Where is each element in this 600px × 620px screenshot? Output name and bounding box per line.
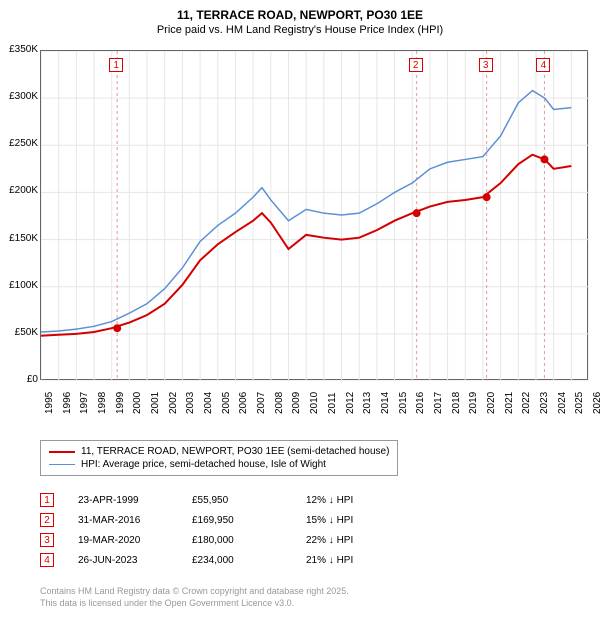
x-tick-label: 2020 [486,392,497,414]
x-tick-label: 2009 [291,392,302,414]
x-tick-label: 1995 [44,392,55,414]
sales-date: 31-MAR-2016 [78,515,168,526]
y-tick-label: £350K [0,44,38,55]
legend-swatch [49,464,75,466]
x-tick-label: 2010 [309,392,320,414]
x-tick-label: 2019 [468,392,479,414]
x-tick-label: 2001 [150,392,161,414]
footnote-line2: This data is licensed under the Open Gov… [40,598,349,610]
x-tick-label: 2004 [203,392,214,414]
x-tick-label: 2003 [185,392,196,414]
x-tick-label: 2018 [451,392,462,414]
y-tick-label: £150K [0,233,38,244]
sales-marker-box: 1 [40,493,54,507]
sale-marker-3: 3 [479,58,493,72]
x-tick-label: 2025 [574,392,585,414]
x-tick-label: 2008 [274,392,285,414]
legend-item: 11, TERRACE ROAD, NEWPORT, PO30 1EE (sem… [49,445,389,458]
sales-row: 1 23-APR-1999 £55,950 12% ↓ HPI [40,490,396,510]
sales-price: £55,950 [192,495,282,506]
chart-subtitle: Price paid vs. HM Land Registry's House … [0,22,600,44]
sale-marker-4: 4 [536,58,550,72]
sales-table: 1 23-APR-1999 £55,950 12% ↓ HPI 2 31-MAR-2016… [40,490,396,570]
sale-marker-1: 1 [109,58,123,72]
chart-svg [41,51,589,381]
sales-delta: 21% ↓ HPI [306,555,396,566]
x-tick-label: 2006 [238,392,249,414]
sales-marker-box: 4 [40,553,54,567]
sales-delta: 15% ↓ HPI [306,515,396,526]
sales-price: £169,950 [192,515,282,526]
sales-delta: 12% ↓ HPI [306,495,396,506]
x-tick-label: 2024 [557,392,568,414]
sales-date: 26-JUN-2023 [78,555,168,566]
x-tick-label: 2002 [168,392,179,414]
sale-marker-2: 2 [409,58,423,72]
x-tick-label: 1996 [62,392,73,414]
sales-price: £180,000 [192,535,282,546]
sales-row: 4 26-JUN-2023 £234,000 21% ↓ HPI [40,550,396,570]
x-tick-label: 2015 [398,392,409,414]
x-tick-label: 2014 [380,392,391,414]
x-tick-label: 2023 [539,392,550,414]
y-tick-label: £300K [0,91,38,102]
sales-marker-box: 2 [40,513,54,527]
y-tick-label: £0 [0,374,38,385]
x-tick-label: 2021 [504,392,515,414]
legend-swatch [49,451,75,453]
x-tick-label: 2022 [521,392,532,414]
sales-marker-box: 3 [40,533,54,547]
y-tick-label: £200K [0,185,38,196]
x-tick-label: 2013 [362,392,373,414]
x-tick-label: 2007 [256,392,267,414]
footnote: Contains HM Land Registry data © Crown c… [40,586,349,609]
x-tick-label: 2000 [132,392,143,414]
legend-label: HPI: Average price, semi-detached house,… [81,459,326,470]
x-tick-label: 2012 [345,392,356,414]
y-tick-label: £100K [0,280,38,291]
y-tick-label: £250K [0,138,38,149]
footnote-line1: Contains HM Land Registry data © Crown c… [40,586,349,598]
sales-date: 19-MAR-2020 [78,535,168,546]
legend-item: HPI: Average price, semi-detached house,… [49,458,389,471]
sales-row: 2 31-MAR-2016 £169,950 15% ↓ HPI [40,510,396,530]
x-tick-label: 2016 [415,392,426,414]
chart-title: 11, TERRACE ROAD, NEWPORT, PO30 1EE [0,0,600,22]
x-tick-label: 2026 [592,392,600,414]
x-tick-label: 2011 [327,392,338,414]
sales-row: 3 19-MAR-2020 £180,000 22% ↓ HPI [40,530,396,550]
sales-price: £234,000 [192,555,282,566]
y-tick-label: £50K [0,327,38,338]
sales-date: 23-APR-1999 [78,495,168,506]
x-tick-label: 1997 [79,392,90,414]
plot-area [40,50,588,380]
legend: 11, TERRACE ROAD, NEWPORT, PO30 1EE (sem… [40,440,398,476]
x-tick-label: 1999 [115,392,126,414]
x-tick-label: 2005 [221,392,232,414]
sales-delta: 22% ↓ HPI [306,535,396,546]
x-tick-label: 2017 [433,392,444,414]
x-tick-label: 1998 [97,392,108,414]
legend-label: 11, TERRACE ROAD, NEWPORT, PO30 1EE (sem… [81,446,389,457]
